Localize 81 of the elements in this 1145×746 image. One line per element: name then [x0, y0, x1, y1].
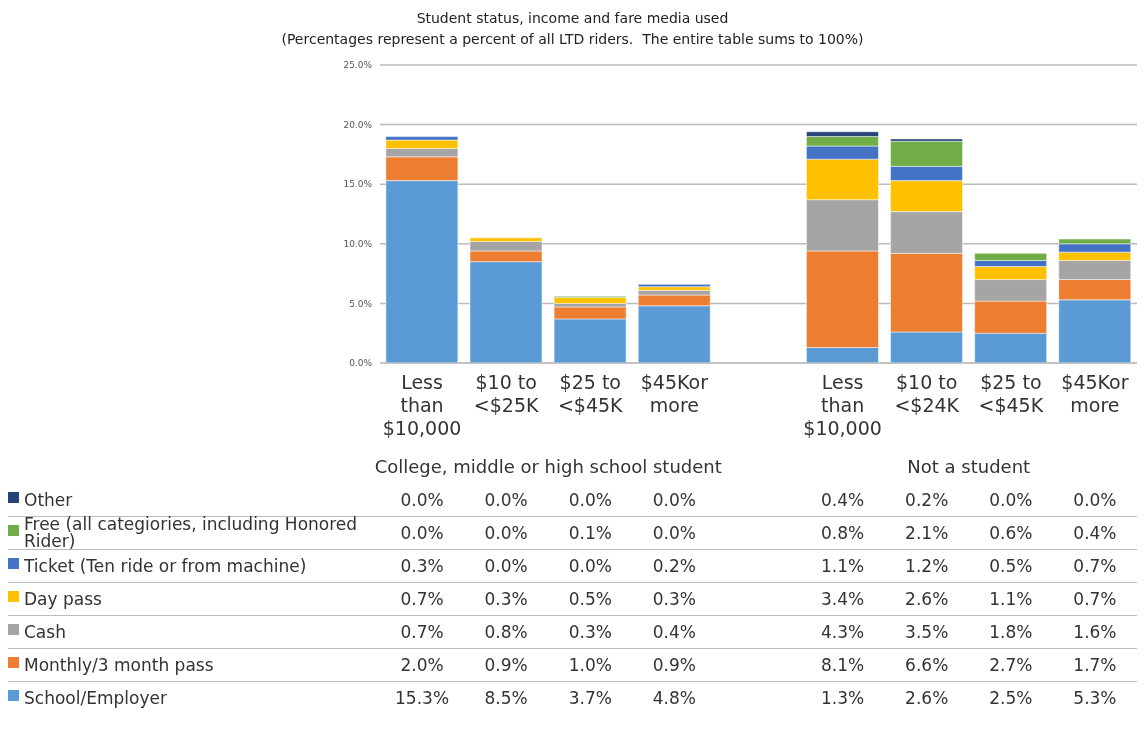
data-label: 0.3% [483, 588, 529, 611]
data-label: 0.2% [651, 555, 697, 578]
data-label: 0.5% [567, 588, 613, 611]
data-label: 4.3% [820, 621, 866, 644]
data-label: 1.8% [988, 621, 1034, 644]
data-label: 1.1% [988, 588, 1034, 611]
y-tick-label: 5.0% [349, 298, 373, 309]
data-label: 0.2% [904, 489, 950, 512]
x-tick-label: $25 to <$45K [557, 371, 624, 416]
data-label: 0.0% [567, 489, 613, 512]
y-tick-label: 10.0% [343, 239, 373, 249]
data-label: 0.0% [988, 489, 1034, 512]
x-tick-label: Less than $10,000 [382, 371, 462, 439]
legend-label: Cash [24, 621, 66, 642]
y-tick-label: 20.0% [343, 119, 373, 130]
chart-title: Student status, income and fare media used [415, 9, 730, 28]
data-label: 2.0% [399, 654, 445, 677]
data-label: 0.7% [399, 621, 445, 644]
data-label: 0.0% [483, 489, 529, 512]
data-label: 0.0% [399, 522, 445, 545]
x-tick-label: $45Kor more [1061, 371, 1129, 416]
legend-label: School/Employer [24, 687, 167, 708]
y-tick-label: 0.0% [349, 358, 373, 369]
data-label: 2.7% [988, 654, 1034, 677]
data-label: 0.0% [483, 555, 529, 578]
data-label: 0.3% [651, 588, 697, 611]
text: Not a student [907, 456, 1031, 477]
data-label: 0.0% [651, 522, 697, 545]
legend-label: Other [24, 489, 73, 510]
data-label: 0.8% [820, 522, 866, 545]
data-label: 1.1% [820, 555, 866, 578]
y-tick-label: 15.0% [343, 179, 373, 190]
data-label: 0.7% [399, 588, 445, 611]
data-label: 8.1% [820, 654, 866, 677]
data-label: 3.4% [820, 588, 866, 611]
data-label: 1.7% [1072, 654, 1118, 677]
data-label: 1.2% [904, 555, 950, 578]
data-label: 8.5% [483, 687, 529, 710]
data-label: 0.4% [1072, 522, 1118, 545]
data-label: 2.5% [988, 687, 1034, 710]
x-tick-label: $25 to <$45K [978, 371, 1044, 416]
legend-label: Day pass [24, 588, 102, 609]
legend-label: Monthly/3 month pass [24, 654, 214, 675]
data-label: 0.4% [651, 621, 697, 644]
data-label: 5.3% [1072, 687, 1118, 710]
data-label: 15.3% [394, 687, 451, 710]
data-label: 2.6% [904, 687, 950, 710]
x-tick-label: $10 to <$24K [894, 371, 960, 416]
data-label: 0.7% [1072, 555, 1118, 578]
data-label: 2.1% [904, 522, 950, 545]
data-label: 0.9% [483, 654, 529, 677]
data-label: 1.3% [820, 687, 866, 710]
data-label: 0.5% [988, 555, 1034, 578]
data-label: 0.3% [399, 555, 445, 578]
data-label: 0.7% [1072, 588, 1118, 611]
data-label: 0.9% [651, 654, 697, 677]
data-label: 3.5% [904, 621, 950, 644]
data-label: 6.6% [904, 654, 950, 677]
data-label: 2.6% [904, 588, 950, 611]
data-label: 0.8% [483, 621, 529, 644]
x-tick-label: $45Kor more [640, 371, 709, 416]
data-label: 1.6% [1072, 621, 1118, 644]
data-label: 0.4% [820, 489, 866, 512]
data-label: 0.0% [651, 489, 697, 512]
x-tick-label: $10 to <$25K [473, 371, 540, 416]
data-label: 0.3% [567, 621, 613, 644]
x-tick-label: Less than $10,000 [803, 371, 882, 439]
data-label: 0.1% [567, 522, 613, 545]
data-label: 1.0% [567, 654, 613, 677]
text: College, middle or high school student [373, 456, 723, 477]
data-label: 0.0% [1072, 489, 1118, 512]
data-label: 0.0% [483, 522, 529, 545]
data-label: 3.7% [567, 687, 613, 710]
legend-label: Free (all categiories, including Honored Rider) [24, 514, 359, 551]
data-label: 4.8% [651, 687, 697, 710]
data-label: 0.6% [988, 522, 1034, 545]
y-tick-label: 25.0% [343, 60, 373, 71]
data-label: 0.0% [567, 555, 613, 578]
legend-label: Ticket (Ten ride or from machine) [24, 555, 307, 576]
data-label: 0.0% [399, 489, 445, 512]
chart-subtitle: (Percentages represent a percent of all LTD riders. The entire table sums to 100%) [280, 30, 865, 49]
